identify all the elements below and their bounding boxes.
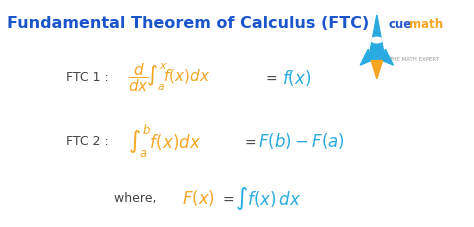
- Circle shape: [371, 38, 383, 44]
- Polygon shape: [360, 50, 371, 66]
- Text: $F(x)$: $F(x)$: [182, 188, 216, 207]
- Text: where,: where,: [114, 191, 160, 204]
- Text: THE MATH EXPERT: THE MATH EXPERT: [389, 57, 438, 62]
- Polygon shape: [371, 61, 383, 79]
- Text: $=$: $=$: [242, 134, 256, 148]
- Text: $\int_a^b f(x)dx$: $\int_a^b f(x)dx$: [128, 122, 201, 159]
- Polygon shape: [383, 50, 393, 66]
- Text: $=$: $=$: [263, 70, 278, 84]
- Text: $\dfrac{d}{dx}\!\int_a^x\! f(x)dx$: $\dfrac{d}{dx}\!\int_a^x\! f(x)dx$: [128, 61, 210, 94]
- Text: FTC 2 :: FTC 2 :: [66, 134, 113, 147]
- Polygon shape: [368, 16, 385, 61]
- Text: $\int f(x)\,dx$: $\int f(x)\,dx$: [235, 184, 301, 211]
- Text: $=$: $=$: [220, 190, 235, 205]
- Text: $F(b) - F(a)$: $F(b) - F(a)$: [258, 131, 345, 151]
- Text: math: math: [409, 18, 443, 31]
- Text: FTC 1 :: FTC 1 :: [66, 71, 113, 84]
- Text: cue: cue: [389, 18, 412, 31]
- Text: Fundamental Theorem of Calculus (FTC): Fundamental Theorem of Calculus (FTC): [7, 16, 369, 31]
- Text: $f(x)$: $f(x)$: [282, 67, 311, 87]
